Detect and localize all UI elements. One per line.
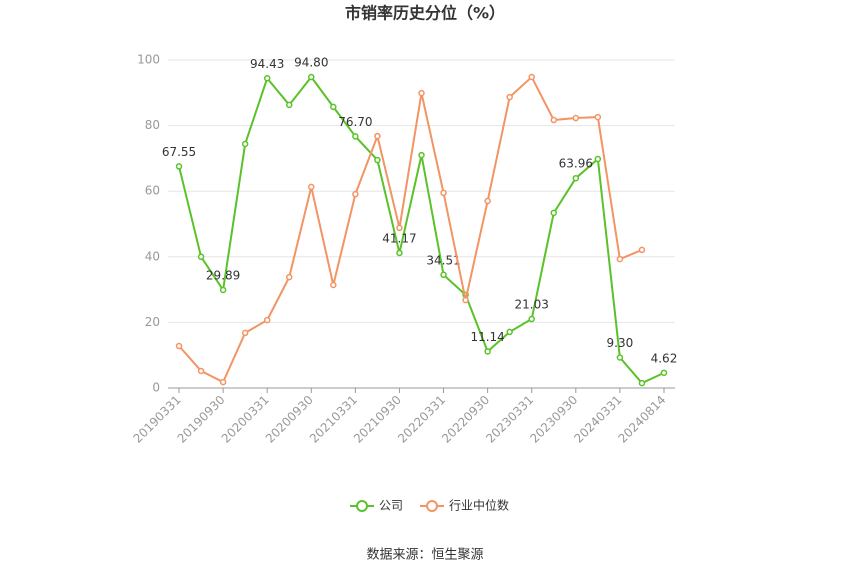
y-tick-label: 60 bbox=[145, 184, 160, 198]
point bbox=[241, 140, 249, 148]
point bbox=[484, 197, 491, 205]
line bbox=[178, 75, 643, 384]
point bbox=[660, 369, 668, 377]
y-tick-label: 20 bbox=[145, 315, 160, 329]
point bbox=[285, 101, 293, 109]
point bbox=[330, 103, 337, 111]
data-label: 11.14 bbox=[470, 330, 504, 344]
legend-label: 行业中位数 bbox=[449, 498, 509, 513]
point bbox=[263, 316, 271, 324]
data-label: 67.55 bbox=[162, 145, 196, 159]
legend-label: 公司 bbox=[379, 499, 403, 513]
point bbox=[330, 281, 337, 289]
point bbox=[550, 116, 558, 124]
point bbox=[374, 132, 381, 140]
point bbox=[241, 329, 249, 337]
data-label: 94.80 bbox=[294, 56, 328, 70]
point bbox=[550, 209, 558, 217]
point bbox=[594, 113, 602, 121]
y-tick-label: 80 bbox=[145, 118, 160, 132]
point bbox=[175, 163, 183, 170]
legend-marker bbox=[426, 500, 438, 512]
data-label: 94.43 bbox=[250, 57, 284, 71]
point bbox=[572, 174, 580, 182]
source: 数据来源：恒生聚源 bbox=[366, 548, 483, 563]
point bbox=[506, 93, 513, 101]
chart-title: 市销率历史分位（%） bbox=[345, 4, 505, 23]
data-label: 34.51 bbox=[426, 253, 460, 267]
point bbox=[197, 367, 205, 375]
point bbox=[374, 156, 381, 164]
point bbox=[484, 348, 491, 355]
point bbox=[175, 342, 183, 350]
point bbox=[263, 75, 271, 82]
y-tick-label: 0 bbox=[152, 381, 160, 395]
point bbox=[352, 190, 359, 198]
point bbox=[440, 271, 447, 279]
point bbox=[572, 114, 580, 122]
point bbox=[638, 379, 646, 387]
data-label: 41.17 bbox=[382, 231, 416, 245]
data-label: 4.62 bbox=[651, 351, 678, 365]
data-label: 21.03 bbox=[515, 298, 549, 312]
point bbox=[616, 354, 624, 361]
point bbox=[418, 151, 425, 159]
point bbox=[308, 73, 315, 81]
point bbox=[594, 155, 602, 163]
point bbox=[197, 253, 205, 261]
point bbox=[396, 224, 403, 232]
point bbox=[418, 89, 425, 97]
point bbox=[396, 249, 403, 257]
point bbox=[462, 296, 469, 304]
data-label: 76.70 bbox=[338, 115, 372, 129]
y-tick-label: 100 bbox=[137, 53, 160, 67]
point bbox=[308, 183, 315, 191]
point bbox=[638, 246, 646, 254]
data-label: 29.89 bbox=[206, 268, 240, 282]
data-label: 9.30 bbox=[607, 336, 634, 350]
x-tick-label: 20240814 bbox=[615, 393, 668, 446]
y-tick-label: 40 bbox=[145, 249, 160, 263]
point bbox=[506, 328, 513, 336]
point bbox=[528, 315, 535, 323]
point bbox=[352, 133, 359, 140]
point bbox=[285, 273, 293, 281]
legend-marker bbox=[356, 500, 368, 512]
line bbox=[178, 75, 665, 385]
point bbox=[219, 378, 227, 386]
point bbox=[440, 189, 447, 197]
point bbox=[219, 286, 227, 294]
point bbox=[528, 73, 535, 81]
data-label: 63.96 bbox=[559, 157, 593, 171]
point bbox=[616, 255, 624, 263]
